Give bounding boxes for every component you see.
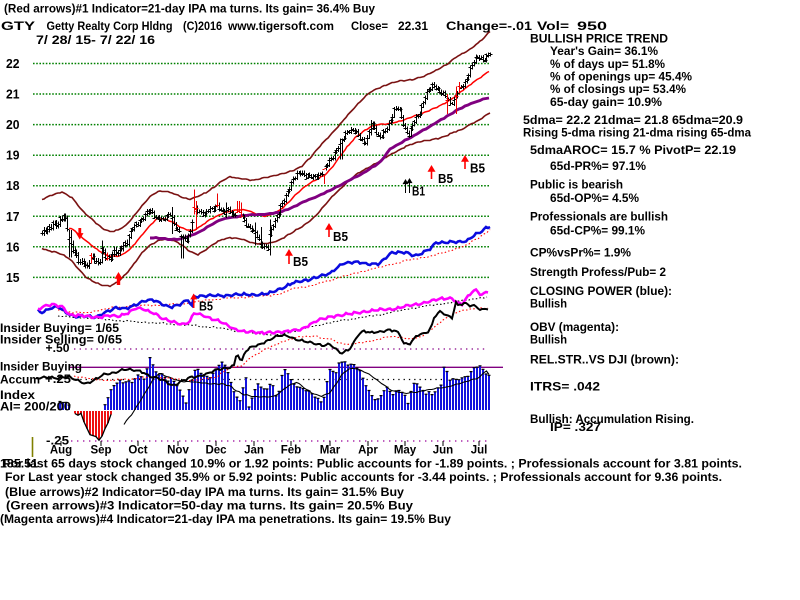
svg-text:CP%vsPr%= 1.9%: CP%vsPr%= 1.9% bbox=[530, 248, 631, 260]
svg-text:ITRS= .042: ITRS= .042 bbox=[530, 382, 600, 394]
svg-text:IP= .327: IP= .327 bbox=[550, 422, 601, 434]
svg-text:B5: B5 bbox=[293, 255, 308, 269]
svg-text:19: 19 bbox=[6, 149, 20, 163]
svg-text:REL.STR..VS DJI (brown):: REL.STR..VS DJI (brown): bbox=[530, 354, 679, 366]
svg-text:GTY: GTY bbox=[1, 21, 35, 33]
svg-text:% of closings up= 53.4%: % of closings up= 53.4% bbox=[550, 84, 686, 96]
svg-text:Oct: Oct bbox=[128, 445, 147, 457]
svg-text:B1: B1 bbox=[412, 185, 425, 199]
svg-text:Apr: Apr bbox=[358, 445, 378, 457]
svg-text:16: 16 bbox=[6, 240, 20, 254]
svg-text:Rising 5-dma rising 21-dma r: Rising 5-dma rising 21-dma rising 65-dma bbox=[523, 128, 752, 140]
svg-text:Getty Realty Corp Hldng: Getty Realty Corp Hldng bbox=[47, 21, 173, 33]
svg-text:-.25: -.25 bbox=[46, 436, 70, 448]
svg-text:For Last year stock changed 3: For Last year stock changed 35.9% or 5.9… bbox=[5, 472, 722, 484]
svg-text:Mar: Mar bbox=[320, 445, 341, 457]
svg-text:Professionals are bullish: Professionals are bullish bbox=[530, 212, 668, 224]
svg-text:Jan: Jan bbox=[244, 445, 264, 457]
svg-text:Year's Gain= 36.1%: Year's Gain= 36.1% bbox=[550, 46, 658, 58]
svg-text:Change=-.01: Change=-.01 bbox=[446, 21, 533, 33]
svg-text:(Red arrows)#1 Indicator=21-da: (Red arrows)#1 Indicator=21-day IPA ma t… bbox=[4, 3, 376, 15]
svg-text:(C)2016: (C)2016 bbox=[183, 21, 222, 33]
svg-text:(Magenta arrows)#4 Indicator=2: (Magenta arrows)#4 Indicator=21-day IPA … bbox=[0, 514, 452, 526]
svg-text:Index: Index bbox=[0, 390, 36, 402]
svg-text:21: 21 bbox=[6, 88, 20, 102]
svg-text:65d-PR%= 97.1%: 65d-PR%= 97.1% bbox=[550, 161, 646, 173]
svg-text:Bullish: Accumulation Rising.: Bullish: Accumulation Rising. bbox=[530, 414, 694, 426]
svg-text:(Blue arrows)#2 Indicator=50-d: (Blue arrows)#2 Indicator=50-day IPA ma … bbox=[5, 487, 405, 499]
svg-text:% of openings up= 45.4%: % of openings up= 45.4% bbox=[550, 72, 692, 84]
svg-text:Insider Selling= 0/65: Insider Selling= 0/65 bbox=[0, 335, 123, 347]
svg-text:B5: B5 bbox=[470, 162, 485, 176]
svg-text:20: 20 bbox=[6, 118, 20, 132]
svg-text:950: 950 bbox=[577, 21, 607, 33]
svg-text:Nov: Nov bbox=[167, 445, 189, 457]
svg-text:Insider Buying: Insider Buying bbox=[0, 361, 82, 373]
svg-text:Public is bearish: Public is bearish bbox=[530, 180, 623, 192]
svg-text:Bullish: Bullish bbox=[530, 335, 567, 347]
svg-text:AI= 200/200: AI= 200/200 bbox=[0, 402, 71, 414]
svg-text:CLOSING POWER (blue):: CLOSING POWER (blue): bbox=[530, 286, 672, 298]
svg-text:B5: B5 bbox=[333, 230, 348, 244]
svg-text:www.tigersoft.com: www.tigersoft.com bbox=[227, 21, 334, 33]
svg-text:(Green arrows)#3 Indicator=50-: (Green arrows)#3 Indicator=50-day ma tur… bbox=[6, 500, 414, 512]
svg-text:Bullish: Bullish bbox=[530, 299, 567, 311]
svg-text:185.51: 185.51 bbox=[0, 458, 39, 470]
svg-text:65-day gain= 10.9%: 65-day gain= 10.9% bbox=[550, 97, 662, 109]
svg-text:OBV (magenta):: OBV (magenta): bbox=[530, 322, 619, 334]
svg-text:+.50: +.50 bbox=[46, 343, 70, 355]
svg-text:22: 22 bbox=[6, 57, 20, 71]
svg-text:7/ 28/ 15- 7/ 22/ 16: 7/ 28/ 15- 7/ 22/ 16 bbox=[36, 35, 155, 47]
svg-text:Jul: Jul bbox=[471, 445, 488, 457]
svg-text:Strength Profess/Pub= 2: Strength Profess/Pub= 2 bbox=[530, 267, 666, 279]
svg-text:Insider Buying= 1/65: Insider Buying= 1/65 bbox=[0, 323, 120, 335]
svg-text:Accum: Accum bbox=[0, 375, 40, 387]
svg-text:For last 65 days stock changed: For last 65 days stock changed 10.9% or … bbox=[3, 458, 742, 470]
svg-text:May: May bbox=[394, 445, 417, 457]
svg-text:5dma= 22.2 21dma= 21.8 65dma=2: 5dma= 22.2 21dma= 21.8 65dma=20.9 bbox=[523, 115, 743, 127]
svg-text:+.25: +.25 bbox=[45, 374, 72, 386]
svg-text:17: 17 bbox=[6, 210, 20, 224]
svg-text:Close=: Close= bbox=[351, 21, 388, 33]
svg-text:65d-OP%= 4.5%: 65d-OP%= 4.5% bbox=[550, 193, 639, 205]
svg-text:% of days up= 51.8%: % of days up= 51.8% bbox=[550, 59, 665, 71]
svg-text:18: 18 bbox=[6, 179, 20, 193]
svg-text:Jun: Jun bbox=[433, 445, 453, 457]
svg-text:15: 15 bbox=[6, 271, 20, 285]
svg-text:Dec: Dec bbox=[205, 445, 227, 457]
svg-text:Feb: Feb bbox=[281, 445, 301, 457]
svg-text:5dmaAROC= 15.7 % PivotP= 22.1: 5dmaAROC= 15.7 % PivotP= 22.19 bbox=[530, 145, 736, 157]
svg-text:Aug: Aug bbox=[50, 445, 72, 457]
svg-text:B5: B5 bbox=[199, 300, 213, 314]
svg-text:22.31: 22.31 bbox=[398, 21, 429, 33]
svg-text:65d-CP%= 99.1%: 65d-CP%= 99.1% bbox=[550, 226, 645, 238]
svg-text:Sep: Sep bbox=[90, 445, 111, 457]
svg-text:B5: B5 bbox=[438, 172, 453, 186]
svg-text:Vol=: Vol= bbox=[537, 21, 569, 33]
svg-text:BULLISH PRICE TREND: BULLISH PRICE TREND bbox=[530, 33, 668, 45]
